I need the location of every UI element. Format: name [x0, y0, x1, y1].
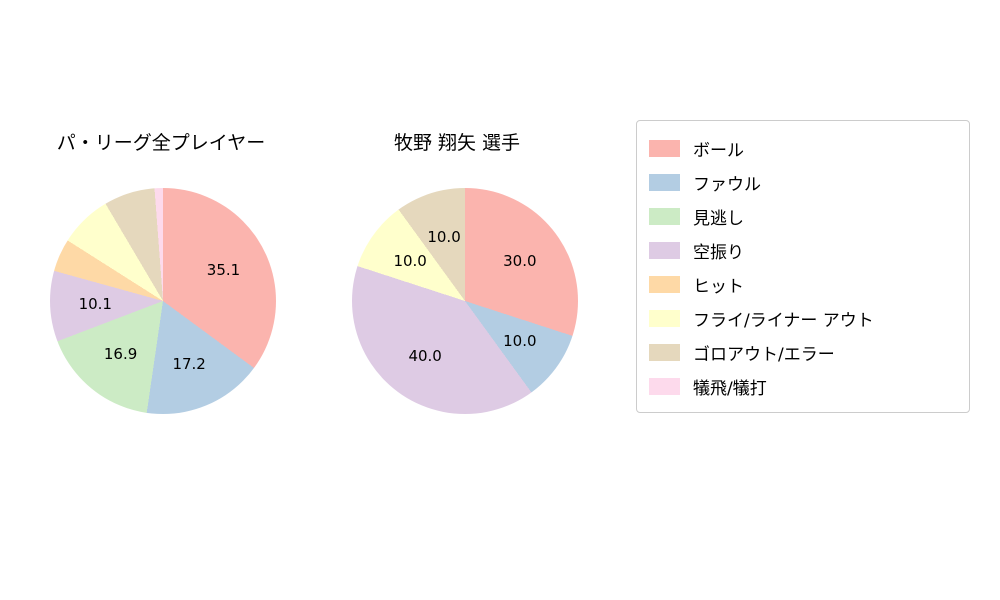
pie-slice-value: 40.0 [408, 346, 442, 365]
legend-swatch [649, 275, 680, 293]
legend-swatch [649, 173, 680, 191]
pie-pa-league: 35.1 17.2 16.9 10.1 [50, 188, 276, 414]
legend-items: ボールファウル見逃し空振りヒットフライ/ライナー アウト ゴロアウト/エラー 犠飛/… [649, 131, 957, 403]
legend-item-label: ファウル [693, 174, 761, 195]
legend-swatch [649, 139, 680, 157]
legend-item-label: 見逃し [693, 208, 744, 229]
legend-item: 犠飛/犠打 [649, 369, 957, 403]
legend-item-label: ゴロアウト/エラー [693, 344, 835, 365]
pie-slice-value: 10.0 [427, 227, 461, 246]
legend-item: 見逃し [649, 199, 957, 233]
pie-slice-value: 10.0 [503, 331, 537, 350]
legend: ボールファウル見逃し空振りヒットフライ/ライナー アウト ゴロアウト/エラー 犠飛/… [636, 120, 970, 413]
chart-title-makino: 牧野 翔矢 選手 [393, 132, 521, 154]
legend-swatch [649, 343, 680, 361]
pie-slice-value: 10.0 [393, 252, 427, 271]
legend-item: ファウル [649, 165, 957, 199]
chart-title-pa-league: パ・リーグ全プレイヤー [56, 132, 266, 154]
legend-item: ゴロアウト/エラー [649, 335, 957, 369]
legend-swatch [649, 241, 680, 259]
legend-item-label: ヒット [693, 276, 744, 297]
legend-swatch [649, 377, 680, 395]
legend-item: フライ/ライナー アウト [649, 301, 957, 335]
pie-slice-value: 17.2 [172, 354, 206, 373]
legend-item-label: 犠飛/犠打 [693, 378, 767, 399]
pie-makino: 30.0 10.0 40.0 10.0 10.0 [352, 188, 578, 414]
pie-slice-value: 35.1 [206, 261, 241, 280]
legend-item-label: 空振り [693, 242, 744, 263]
pie-slice-value: 30.0 [503, 252, 537, 271]
legend-item: ボール [649, 131, 957, 165]
legend-item: ヒット [649, 267, 957, 301]
legend-item-label: ボール [693, 140, 744, 161]
pie-slice-value: 10.1 [78, 295, 112, 314]
pie-slice-value: 16.9 [103, 344, 138, 363]
legend-item: 空振り [649, 233, 957, 267]
legend-swatch [649, 309, 680, 327]
legend-swatch [649, 207, 680, 225]
legend-item-label: フライ/ライナー アウト [693, 310, 874, 331]
